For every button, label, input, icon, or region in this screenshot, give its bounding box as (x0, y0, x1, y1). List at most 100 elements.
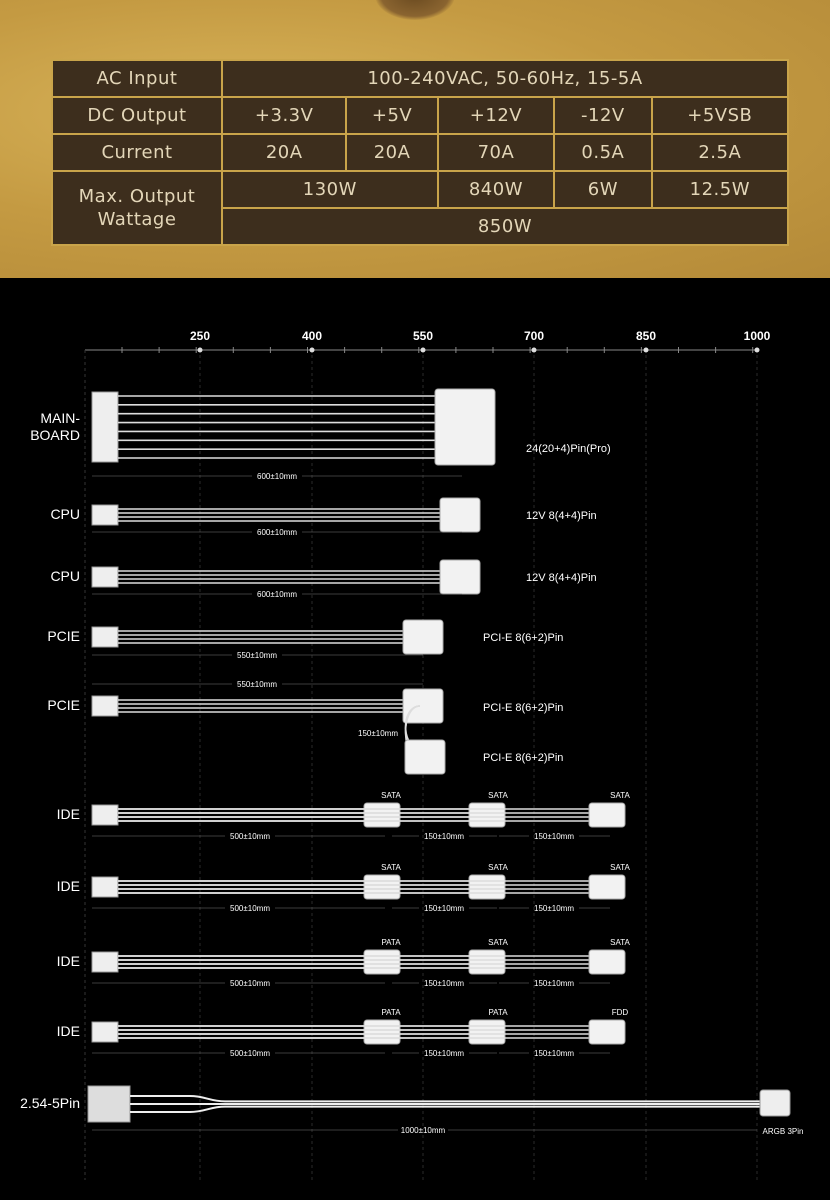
spec-table: AC Input 100-240VAC, 50-60Hz, 15-5A DC Ou… (51, 59, 790, 246)
connector-name: SATA (610, 863, 630, 872)
scale-dot (197, 347, 203, 353)
connector (404, 739, 446, 775)
connector-name: SATA (488, 938, 508, 947)
length-label: 150±10mm (534, 904, 574, 913)
connector-name: PCI-E 8(6+2)Pin (483, 702, 563, 714)
length-label: 150±10mm (424, 1049, 464, 1058)
connector-name: SATA (610, 938, 630, 947)
connector-name: ARGB 3Pin (763, 1127, 804, 1136)
plug (91, 695, 119, 717)
scale-label: 250 (190, 329, 210, 343)
connector-name: SATA (381, 863, 401, 872)
cell: 20A (220, 133, 348, 172)
cell: 100-240VAC, 50-60Hz, 15-5A (221, 59, 789, 98)
connector-name: PATA (488, 1008, 508, 1017)
plug (91, 391, 119, 463)
plug (91, 504, 119, 526)
plug (91, 951, 119, 973)
scale-label: 400 (302, 329, 322, 343)
cell: 6W (553, 170, 653, 209)
plug (91, 626, 119, 648)
plug (91, 1021, 119, 1043)
connector (588, 874, 626, 900)
connector-name: SATA (488, 791, 508, 800)
scale-label: 850 (636, 329, 656, 343)
cell: 70A (436, 133, 556, 172)
product-edge (375, 0, 455, 20)
connector (434, 388, 496, 466)
connector-name: SATA (488, 863, 508, 872)
connector (439, 497, 481, 533)
length-label: 600±10mm (257, 472, 297, 481)
cell: 130W (221, 170, 439, 209)
cell: 12.5W (650, 170, 790, 209)
cable-label: IDE (57, 878, 80, 894)
cell: 850W (221, 207, 789, 246)
connector (468, 874, 506, 900)
cable-label: MAIN- (40, 410, 80, 426)
cell: 2.5A (650, 133, 790, 172)
cell: +12V (436, 96, 556, 135)
length-label: 600±10mm (257, 528, 297, 537)
scale-label: 700 (524, 329, 544, 343)
scale-dot (420, 347, 426, 353)
length-label: 150±10mm (424, 979, 464, 988)
connector (468, 802, 506, 828)
cable-label: CPU (50, 568, 80, 584)
cell: +5VSB (650, 96, 790, 135)
cable-label: CPU (50, 506, 80, 522)
length-label: 150±10mm (534, 1049, 574, 1058)
length-label: 500±10mm (230, 979, 270, 988)
connector (588, 1019, 626, 1045)
cable-label: PCIE (47, 628, 80, 644)
wire (130, 1105, 760, 1113)
cell: 20A (345, 133, 439, 172)
plug (91, 876, 119, 898)
cell: 840W (436, 170, 556, 209)
length-label: 150±10mm (424, 832, 464, 841)
connector (468, 1019, 506, 1045)
connector-name: PATA (381, 938, 401, 947)
spec-panel: AC Input 100-240VAC, 50-60Hz, 15-5A DC Ou… (0, 0, 830, 278)
connector (759, 1089, 791, 1117)
connector-name: SATA (610, 791, 630, 800)
cell: +5V (345, 96, 439, 135)
scale-dot (643, 347, 649, 353)
plug (91, 566, 119, 588)
cell: +3.3V (220, 96, 348, 135)
scale-label: 1000 (744, 329, 771, 343)
connector (402, 688, 444, 724)
connector-name: PCI-E 8(6+2)Pin (483, 632, 563, 644)
connector (439, 559, 481, 595)
cell: DC Output (51, 96, 223, 135)
connector-name: PCI-E 8(6+2)Pin (483, 752, 563, 764)
cell: -12V (553, 96, 653, 135)
cable-label: IDE (57, 953, 80, 969)
connector-name: PATA (381, 1008, 401, 1017)
connector-name: 12V 8(4+4)Pin (526, 572, 597, 584)
length-label: 150±10mm (534, 832, 574, 841)
cable-diagram: 250 400 550 700 850 1000 MAIN-BOARD 24(20+4)Pin… (20, 329, 804, 1180)
scale-dot (531, 347, 537, 353)
cell: AC Input (51, 59, 223, 98)
scale-dot (309, 347, 315, 353)
cable-label: IDE (57, 806, 80, 822)
length-label: 500±10mm (230, 904, 270, 913)
connector (468, 949, 506, 975)
connector-name: SATA (381, 791, 401, 800)
connector (363, 802, 401, 828)
cable-label: 2.54-5Pin (20, 1095, 80, 1111)
scale-label: 550 (413, 329, 433, 343)
length-label: 500±10mm (230, 1049, 270, 1058)
connector-name: FDD (612, 1008, 629, 1017)
connector (363, 949, 401, 975)
cell: Max. Output Wattage (51, 170, 223, 246)
length-label: 1000±10mm (401, 1126, 446, 1135)
length-label: 150±10mm (358, 729, 398, 738)
cell: 0.5A (553, 133, 653, 172)
wire (130, 1095, 760, 1103)
connector (363, 874, 401, 900)
connector (588, 949, 626, 975)
plug (87, 1085, 131, 1123)
